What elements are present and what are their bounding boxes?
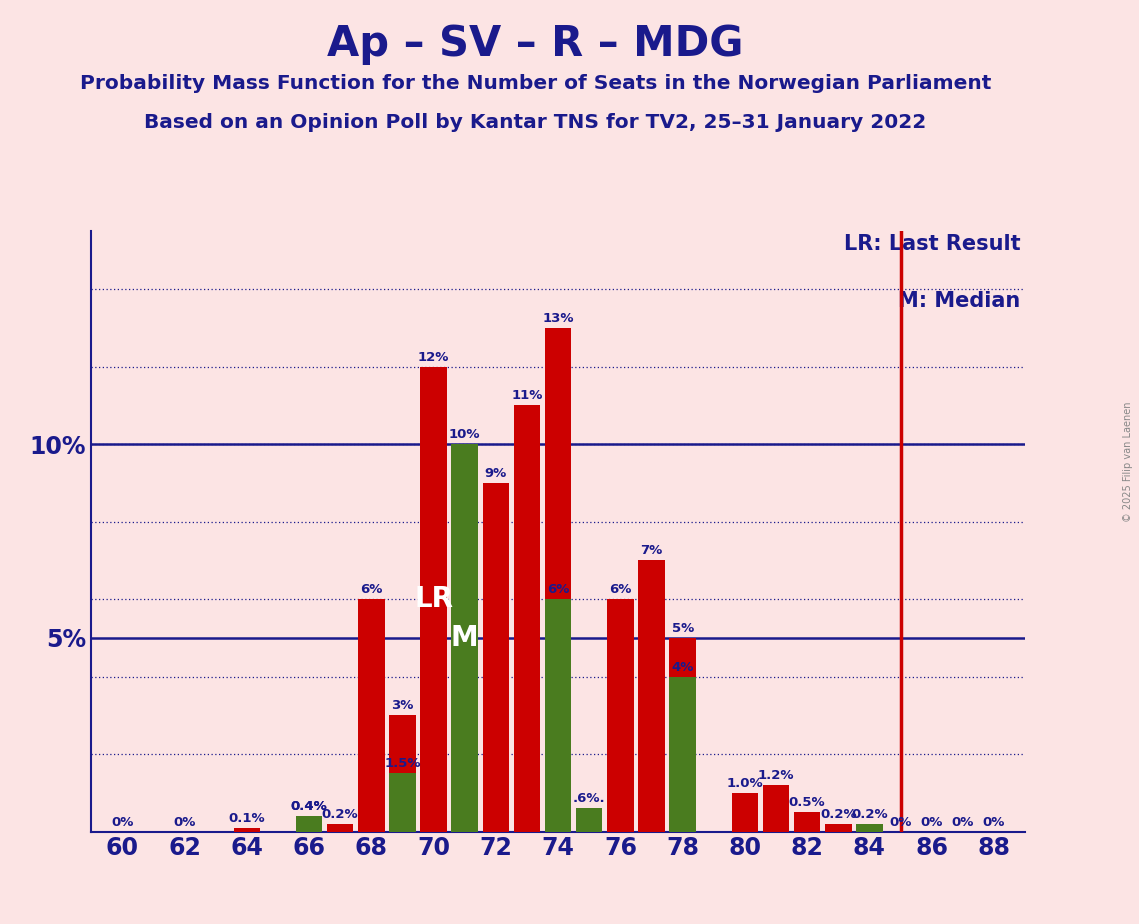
Bar	[576, 808, 603, 832]
Bar	[825, 824, 852, 832]
Text: M: Median: M: Median	[899, 291, 1021, 311]
Text: 7%: 7%	[640, 544, 663, 557]
Text: 10%: 10%	[449, 428, 481, 441]
Bar	[233, 828, 260, 832]
Bar	[857, 824, 883, 832]
Text: LR: Last Result: LR: Last Result	[844, 234, 1021, 254]
Text: 0%: 0%	[890, 816, 911, 829]
Bar	[514, 406, 540, 832]
Text: 6%: 6%	[609, 583, 631, 596]
Text: 4%: 4%	[672, 661, 694, 674]
Bar	[794, 812, 820, 832]
Text: 6%: 6%	[547, 583, 570, 596]
Bar	[390, 773, 416, 832]
Bar	[544, 328, 572, 832]
Text: 0.1%: 0.1%	[229, 811, 265, 824]
Bar	[670, 676, 696, 832]
Bar	[296, 816, 322, 832]
Bar	[420, 367, 446, 832]
Text: 12%: 12%	[418, 350, 449, 363]
Text: Probability Mass Function for the Number of Seats in the Norwegian Parliament: Probability Mass Function for the Number…	[80, 74, 991, 93]
Text: 0%: 0%	[952, 816, 974, 829]
Text: 0.2%: 0.2%	[322, 808, 359, 821]
Bar	[483, 483, 509, 832]
Bar	[607, 599, 633, 832]
Bar	[670, 638, 696, 832]
Bar	[390, 715, 416, 832]
Text: 1.5%: 1.5%	[384, 758, 420, 771]
Text: 0%: 0%	[920, 816, 943, 829]
Text: 0.4%: 0.4%	[290, 800, 327, 813]
Bar	[763, 785, 789, 832]
Text: 0%: 0%	[112, 816, 133, 829]
Text: 5%: 5%	[672, 622, 694, 635]
Bar	[638, 560, 665, 832]
Bar	[544, 599, 572, 832]
Text: M: M	[451, 624, 478, 651]
Bar	[731, 793, 759, 832]
Text: 0.2%: 0.2%	[851, 808, 887, 821]
Bar	[296, 816, 322, 832]
Text: 1.2%: 1.2%	[757, 769, 794, 782]
Bar	[451, 444, 478, 832]
Text: © 2025 Filip van Laenen: © 2025 Filip van Laenen	[1123, 402, 1133, 522]
Text: Ap – SV – R – MDG: Ap – SV – R – MDG	[327, 23, 744, 65]
Text: 1.0%: 1.0%	[727, 777, 763, 790]
Text: 0%: 0%	[173, 816, 196, 829]
Text: 0.5%: 0.5%	[789, 796, 826, 809]
Text: 9%: 9%	[485, 467, 507, 480]
Text: 0.2%: 0.2%	[820, 808, 857, 821]
Text: 3%: 3%	[392, 699, 413, 712]
Text: .6%.: .6%.	[573, 792, 606, 805]
Text: 0%: 0%	[983, 816, 1005, 829]
Text: 11%: 11%	[511, 389, 542, 402]
Text: 0.4%: 0.4%	[290, 800, 327, 813]
Bar	[327, 824, 353, 832]
Bar	[358, 599, 385, 832]
Text: Based on an Opinion Poll by Kantar TNS for TV2, 25–31 January 2022: Based on an Opinion Poll by Kantar TNS f…	[145, 113, 926, 132]
Text: 6%: 6%	[360, 583, 383, 596]
Text: LR: LR	[415, 585, 453, 614]
Text: 13%: 13%	[542, 311, 574, 324]
